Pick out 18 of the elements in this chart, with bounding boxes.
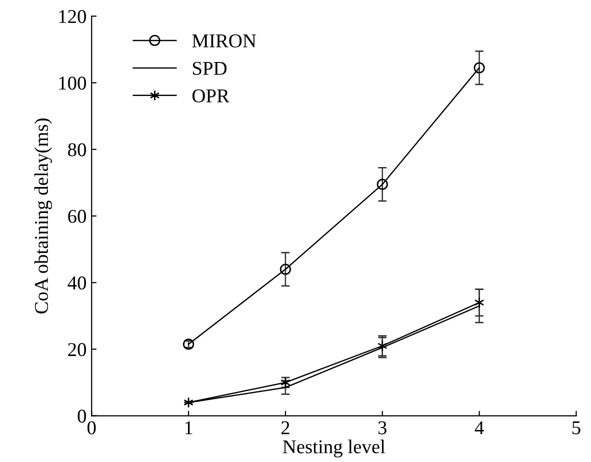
x-axis-title: Nesting level bbox=[282, 440, 386, 458]
y-tick-label: 60 bbox=[68, 210, 86, 223]
y-tick-label: 40 bbox=[68, 276, 86, 290]
legend-label: MIRON bbox=[192, 34, 256, 48]
x-tick-label: 3 bbox=[378, 421, 386, 434]
y-axis-title: CoA obtaining delay(ms) bbox=[34, 118, 52, 314]
y-tick-label: 100 bbox=[59, 76, 86, 90]
y-tick-label: 80 bbox=[68, 143, 86, 156]
y-tick-label: 0 bbox=[78, 410, 86, 423]
x-tick-label: 1 bbox=[185, 421, 192, 434]
x-tick-label: 5 bbox=[572, 421, 580, 434]
y-tick-label: 20 bbox=[68, 343, 86, 356]
x-tick-label: 0 bbox=[87, 421, 96, 434]
x-tick-label: 4 bbox=[474, 421, 484, 434]
legend-label: OPR bbox=[192, 89, 230, 102]
y-tick-label: 120 bbox=[59, 10, 86, 24]
legend-label: SPD bbox=[192, 62, 227, 75]
x-tick-label: 2 bbox=[281, 421, 290, 434]
